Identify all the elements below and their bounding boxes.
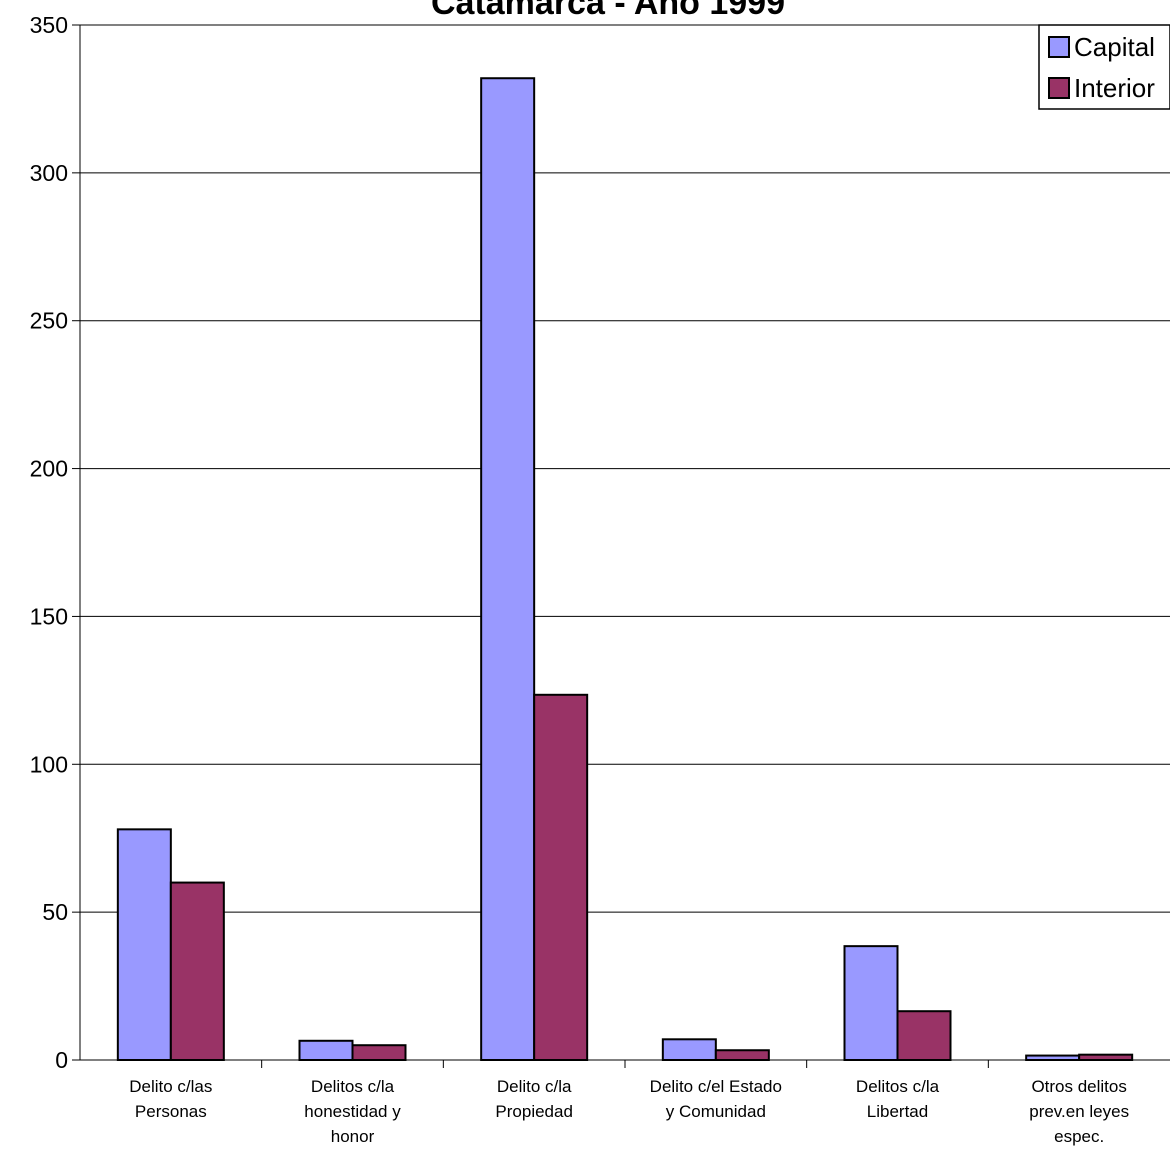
bar-interior (714, 1049, 770, 1062)
bar-capital (116, 828, 172, 1061)
y-tick-label: 150 (30, 603, 68, 629)
bar-capital (1025, 1054, 1081, 1062)
bar-capital (661, 1038, 717, 1062)
bar-interior (169, 881, 225, 1061)
bar-interior (896, 1010, 952, 1062)
x-tick-label: Delitos c/la Libertad (856, 1077, 940, 1121)
x-tick-label: Delito c/las Personas (129, 1077, 212, 1121)
y-tick-label: 0 (55, 1047, 68, 1073)
plot-background (77, 25, 1170, 1060)
legend-label-interior: Interior (1074, 73, 1155, 103)
legend: Capital Interior (1038, 24, 1170, 110)
x-tick-labels: Delito c/las Personas Delitos c/la honestid… (129, 1077, 1129, 1146)
gridlines (80, 24, 1170, 913)
legend-swatch-interior (1048, 77, 1070, 99)
bar-capital (843, 945, 899, 1062)
y-tick-labels: 0 50 100 150 200 250 300 350 (30, 12, 68, 1073)
legend-label-capital: Capital (1074, 32, 1155, 62)
bar-capital (480, 77, 536, 1061)
x-tick-label: Delito c/el Estado y Comunidad (650, 1077, 782, 1121)
bar-interior (351, 1044, 407, 1061)
x-tick-label: Delitos c/la honestidad y honor (304, 1077, 401, 1146)
y-tick-label: 200 (30, 456, 68, 482)
bar-interior (1078, 1053, 1134, 1061)
bar-capital (298, 1039, 354, 1061)
x-tick-label: Otros delitos prev.en leyes espec. (1029, 1077, 1129, 1146)
x-tick-label: Delito c/la Propiedad (495, 1077, 573, 1121)
y-tick-label: 100 (30, 751, 68, 777)
y-tick-label: 250 (30, 308, 68, 334)
y-tick-label: 50 (42, 899, 68, 925)
legend-swatch-capital (1048, 36, 1070, 58)
bars (116, 77, 1134, 1062)
bar-interior (533, 693, 589, 1061)
chart-title: Catamarca - Año 1999 (431, 0, 785, 22)
axes (72, 24, 1170, 1068)
y-tick-label: 300 (30, 160, 68, 186)
y-tick-label: 350 (30, 12, 68, 38)
